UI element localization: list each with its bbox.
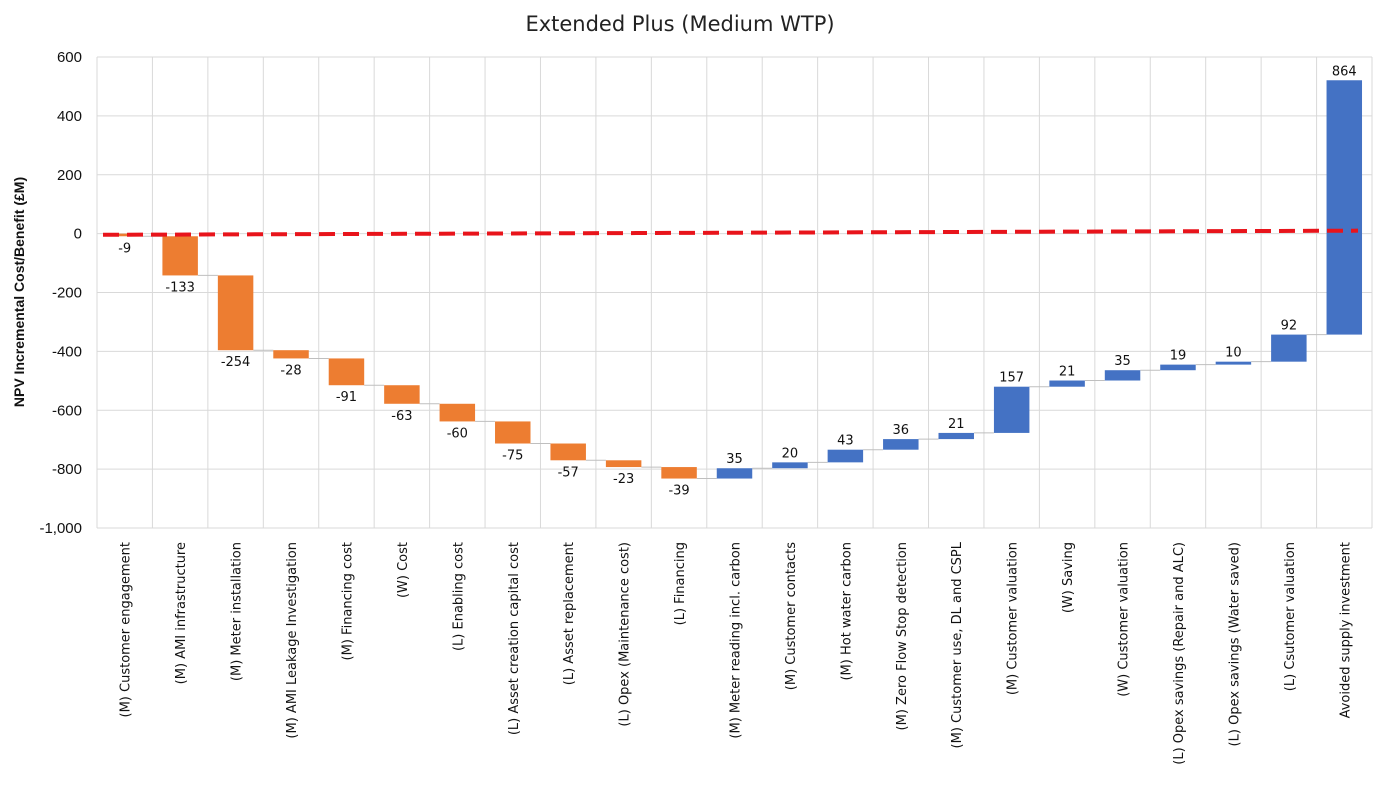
x-tick-label: (L) Opex savings (Water saved) <box>1227 542 1242 746</box>
data-label: 157 <box>999 371 1024 386</box>
bar-cost <box>217 275 254 351</box>
data-label: -28 <box>280 363 301 378</box>
bar-cost <box>495 421 531 444</box>
data-label: -75 <box>502 449 523 464</box>
bar-cost <box>273 350 309 359</box>
bar-cost <box>439 403 476 422</box>
x-tick-label: (L) Asset creation capital cost <box>507 542 522 735</box>
data-label: 43 <box>837 434 854 449</box>
y-tick-label: -800 <box>52 461 82 478</box>
chart-title: Extended Plus (Medium WTP) <box>525 12 834 36</box>
x-axis-ticks: (M) Customer engagement (M) AMI infrastru… <box>119 541 1354 765</box>
bar-cost <box>106 233 143 237</box>
bar-benefit <box>938 432 974 440</box>
bar-cost <box>661 467 697 479</box>
x-tick-label: (L) Financing <box>673 542 688 625</box>
data-label: 36 <box>893 423 910 438</box>
x-tick-label: (M) Customer engagement <box>119 542 134 717</box>
bar-cost <box>328 358 365 386</box>
bar-benefit <box>1160 364 1196 371</box>
bar-benefit <box>1271 334 1307 362</box>
y-tick-label: 200 <box>57 167 82 184</box>
bar-cost <box>550 443 586 461</box>
data-label: -57 <box>558 465 579 480</box>
x-tick-label: (M) Financing cost <box>340 542 355 660</box>
reference-line <box>102 228 1359 237</box>
data-label: 19 <box>1170 349 1187 364</box>
y-axis-label: NPV Incremental Cost/Benefit (£M) <box>11 177 27 407</box>
bar-benefit <box>1104 370 1141 381</box>
x-tick-label: (M) Customer contacts <box>784 542 799 690</box>
bar-benefit <box>883 439 919 450</box>
bar-cost <box>605 460 642 468</box>
data-label: 21 <box>948 417 965 432</box>
data-label: -23 <box>613 472 634 487</box>
y-tick-label: 0 <box>74 226 82 243</box>
x-tick-label: (L) Csutomer valuation <box>1283 542 1298 691</box>
data-label: 20 <box>782 446 799 461</box>
data-label: 864 <box>1332 64 1357 79</box>
x-tick-label: (M) AMI infrastructure <box>174 542 189 684</box>
connector-lines <box>142 235 1327 480</box>
data-labels: -9 -133 -254 -28 -91 -63 -60 -75 -57 -23 -39 35 20 43… <box>118 64 1356 498</box>
data-label: -63 <box>391 409 412 424</box>
x-tick-label: (M) Zero Flow Stop detection <box>895 542 910 730</box>
gridlines <box>96 56 1373 529</box>
x-tick-label: (L) Enabling cost <box>451 542 466 651</box>
x-tick-label: (M) Meter installation <box>230 542 245 681</box>
x-tick-label: (M) Customer use, DL and CSPL <box>950 541 965 748</box>
y-tick-label: -1,000 <box>39 520 82 537</box>
bar-benefit <box>1215 361 1252 365</box>
data-label: -91 <box>336 390 357 405</box>
x-tick-label: Avoided supply investment <box>1338 542 1353 718</box>
x-tick-label: (L) Opex (Maintenance cost) <box>618 542 633 727</box>
y-tick-label: -600 <box>52 402 82 419</box>
data-label: -39 <box>668 484 689 499</box>
x-tick-label: (L) Asset replacement <box>562 542 577 685</box>
data-label: -60 <box>447 426 468 441</box>
bar-benefit <box>827 449 864 463</box>
bar-cost <box>384 385 420 404</box>
data-label: -133 <box>165 280 195 295</box>
bar-benefit <box>1049 380 1085 387</box>
bar-benefit <box>1326 80 1363 335</box>
y-tick-label: -200 <box>52 285 82 302</box>
x-tick-label: (W) Cost <box>396 542 411 598</box>
y-tick-label: 600 <box>57 49 82 66</box>
reference-line-group <box>102 228 1359 237</box>
x-tick-label: (W) Saving <box>1061 542 1076 613</box>
x-tick-label: (M) AMI Leakage Investigation <box>285 542 300 739</box>
y-tick-label: 400 <box>57 108 82 125</box>
x-tick-label: (L) Opex savings (Repair and ALC) <box>1172 542 1187 765</box>
data-label: -254 <box>221 355 251 370</box>
x-tick-label: (M) Hot water carbon <box>839 542 854 681</box>
data-label: -9 <box>118 241 131 256</box>
data-label: 21 <box>1059 365 1076 380</box>
data-label: 35 <box>1114 354 1131 369</box>
x-tick-label: (W) Customer valuation <box>1117 542 1132 697</box>
bar-benefit <box>772 462 808 469</box>
bar-benefit <box>993 386 1030 433</box>
bar-benefit <box>716 468 753 479</box>
data-label: 35 <box>726 452 743 467</box>
data-label: 92 <box>1281 319 1298 334</box>
y-axis-ticks: 600 400 200 0 -200 -400 -600 -800 -1,000 <box>39 49 82 537</box>
y-tick-label: -400 <box>52 343 82 360</box>
x-tick-label: (M) Meter reading incl. carbon <box>729 542 744 739</box>
x-tick-label: (M) Customer valuation <box>1006 542 1021 695</box>
bar-cost <box>162 236 198 276</box>
bars <box>106 80 1363 479</box>
data-label: 10 <box>1225 346 1242 361</box>
